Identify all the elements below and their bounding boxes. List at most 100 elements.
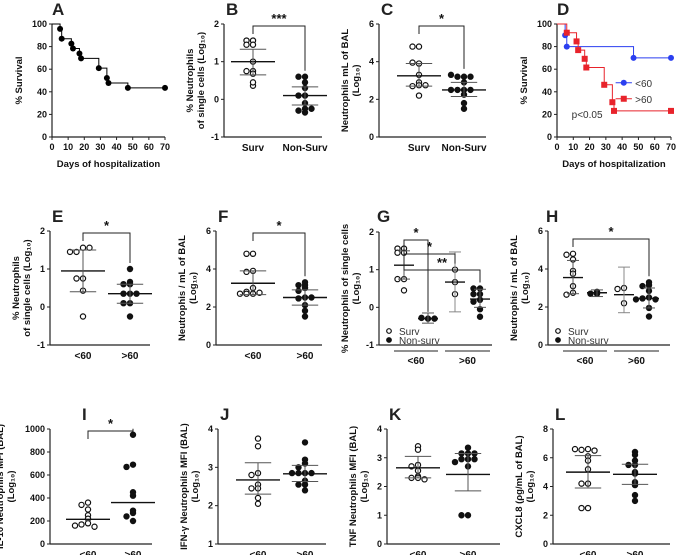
panel-label: F	[218, 207, 228, 226]
y-tick-label: 2	[377, 482, 382, 492]
data-point	[58, 35, 65, 42]
data-point	[467, 73, 474, 80]
data-point	[78, 55, 85, 62]
panel-j: J 1 2 3 4 IFN-γ Neutrophils MFI (BAL)(Log₁₀) <…	[179, 405, 327, 555]
category-label: >60	[297, 550, 314, 555]
data-point	[464, 444, 472, 451]
category-label: <60	[580, 550, 597, 555]
data-point	[124, 84, 131, 91]
data-point	[587, 290, 594, 297]
y-tick-label: 2	[538, 302, 543, 312]
data-point	[243, 268, 250, 276]
y-tick-label: 0	[214, 94, 219, 104]
significance-label: *	[608, 224, 614, 239]
data-point	[254, 435, 262, 442]
data-point	[470, 298, 477, 305]
y-tick-label: 4	[538, 264, 543, 274]
data-point	[79, 313, 87, 320]
panel-label: B	[226, 0, 238, 19]
data-point	[584, 445, 592, 453]
y-tick-label: 6	[543, 453, 548, 463]
category-label: >60	[297, 351, 314, 362]
x-axis-label: Days of hospitalization	[562, 159, 666, 170]
y-tick-label: 0	[538, 340, 543, 350]
data-point	[254, 500, 262, 507]
data-point	[571, 445, 579, 453]
data-point	[458, 512, 465, 519]
data-point	[601, 81, 608, 88]
y-tick-label: 80	[37, 42, 47, 52]
y-tick-label: 3	[377, 453, 382, 463]
survival-curve->60	[557, 23, 671, 112]
panel-label: H	[546, 207, 558, 226]
data-point	[254, 494, 262, 502]
y-tick-label: 2	[369, 94, 374, 104]
data-point	[256, 289, 263, 296]
y-tick-label: 600	[30, 470, 45, 480]
y-axis-label: Neutrophis / mL of BAL	[177, 235, 188, 341]
data-point	[575, 47, 582, 54]
category-label: >60	[122, 351, 139, 362]
data-point	[415, 92, 423, 99]
data-point	[248, 485, 255, 492]
y-tick-label: 2	[206, 302, 211, 312]
y-tick-label: 60	[542, 64, 552, 74]
data-point	[583, 64, 590, 71]
y-tick-label: 4	[377, 424, 382, 434]
x-tick-label: 50	[633, 142, 643, 152]
y-tick-label: 1	[214, 57, 219, 67]
data-point	[631, 451, 639, 459]
data-point	[308, 469, 315, 477]
data-point	[470, 290, 477, 298]
y-axis-label: (Log₁₀)	[190, 471, 201, 503]
data-point	[248, 471, 255, 479]
data-point	[584, 504, 592, 512]
legend-label: Surv	[399, 327, 420, 338]
data-point	[563, 291, 570, 298]
data-point	[68, 40, 75, 47]
category-label: Non-Surv	[442, 143, 487, 154]
data-point	[458, 455, 465, 463]
y-axis-label: % Neutrophils	[185, 49, 196, 113]
significance-bracket	[403, 242, 481, 283]
x-tick-label: 40	[112, 142, 122, 152]
y-tick-label: 20	[542, 109, 552, 119]
data-point	[460, 99, 468, 107]
category-label: >60	[628, 356, 645, 367]
significance-label: ***	[271, 11, 287, 26]
panel-label: E	[52, 207, 63, 226]
y-tick-label: 100	[537, 19, 552, 29]
data-point	[454, 73, 461, 80]
y-tick-label: -1	[37, 340, 45, 350]
data-point	[295, 287, 302, 295]
category-label: Surv	[408, 143, 431, 154]
data-point	[105, 79, 112, 86]
y-tick-label: 2	[369, 227, 374, 237]
y-tick-label: 0	[369, 302, 374, 312]
data-point	[301, 487, 309, 494]
significance-bracket	[572, 238, 650, 277]
y-tick-label: 0	[369, 132, 374, 142]
panel-a: A 0 20 40 60 80 100 % Survival 0 10 20 30 40 50 60 70 Da…	[14, 0, 170, 170]
y-tick-label: 1	[377, 510, 382, 520]
data-point	[66, 248, 74, 256]
panel-k: K 0 1 2 3 4 TNF Neutrophils MFI (BAL)(Log₁₀) <6…	[348, 405, 500, 555]
data-point	[573, 38, 580, 45]
p-value-annotation: p<0.05	[572, 110, 603, 121]
y-tick-label: 0	[543, 539, 548, 549]
y-tick-label: 3	[208, 462, 213, 472]
data-point	[236, 290, 244, 297]
legend-label: Non-surv	[399, 336, 440, 347]
y-axis-label: (Log₁₀)	[520, 272, 531, 304]
y-axis-label: TNF Neutrophils MFI (BAL)	[348, 426, 359, 547]
x-tick-label: 30	[601, 142, 611, 152]
data-point	[129, 509, 137, 517]
x-tick-label: 40	[617, 142, 627, 152]
x-tick-label: 0	[554, 142, 559, 152]
significance-label: *	[104, 218, 110, 233]
x-tick-label: 60	[650, 142, 660, 152]
x-axis-label: Days of hospitalization	[57, 159, 161, 170]
data-point	[563, 251, 570, 258]
y-tick-label: 4	[543, 482, 548, 492]
data-point	[295, 481, 302, 488]
